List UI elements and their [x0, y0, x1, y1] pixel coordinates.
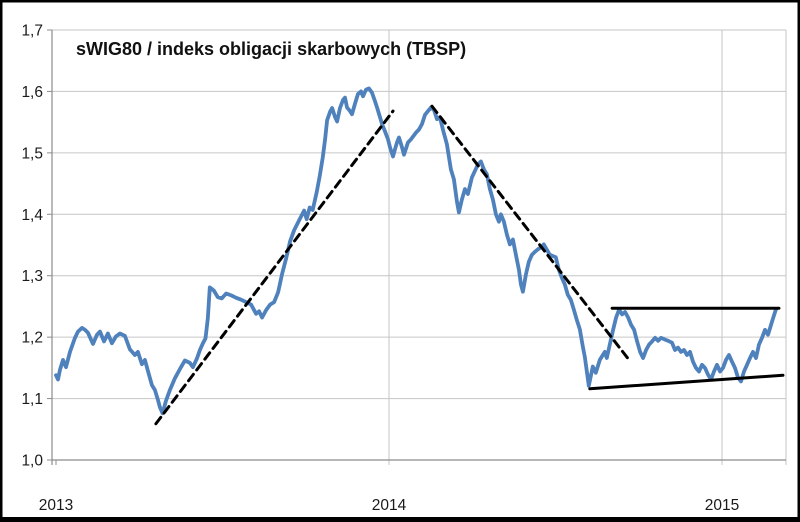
x-axis-label-2014: 2014 [372, 497, 407, 514]
x-axis-label-2013: 2013 [39, 497, 73, 514]
trendline-support-solid [588, 373, 785, 391]
x-axis-label-2015: 2015 [705, 497, 739, 514]
frame-top [0, 0, 800, 3]
y-axis-label-1,1: 1,1 [21, 391, 43, 408]
y-axis-label-1,3: 1,3 [21, 268, 43, 285]
y-axis-label-1,2: 1,2 [21, 330, 43, 347]
frame-left [0, 0, 3, 522]
chart-title: sWIG80 / indeks obligacji skarbowych (TB… [76, 39, 466, 59]
ratio-line-series [54, 86, 778, 416]
frame-right [797, 0, 800, 522]
y-axis-label-1,7: 1,7 [21, 23, 43, 40]
y-axis-label-1,5: 1,5 [21, 145, 43, 162]
y-axis-label-1,4: 1,4 [21, 207, 43, 224]
trendline-downtrend-dashed [430, 104, 630, 361]
trendline-uptrend-dashed [154, 109, 395, 426]
axis-label-layer: 1,0 1,1 1,2 1,3 1,4 1,5 1,6 1,7 2013 2014 2015 [21, 23, 739, 515]
y-axis-label-1,6: 1,6 [21, 84, 43, 101]
y-axis-label-1,0: 1,0 [21, 453, 43, 470]
frame-bottom [0, 517, 800, 522]
series-layer [54, 86, 778, 416]
trendline-layer [154, 104, 785, 426]
